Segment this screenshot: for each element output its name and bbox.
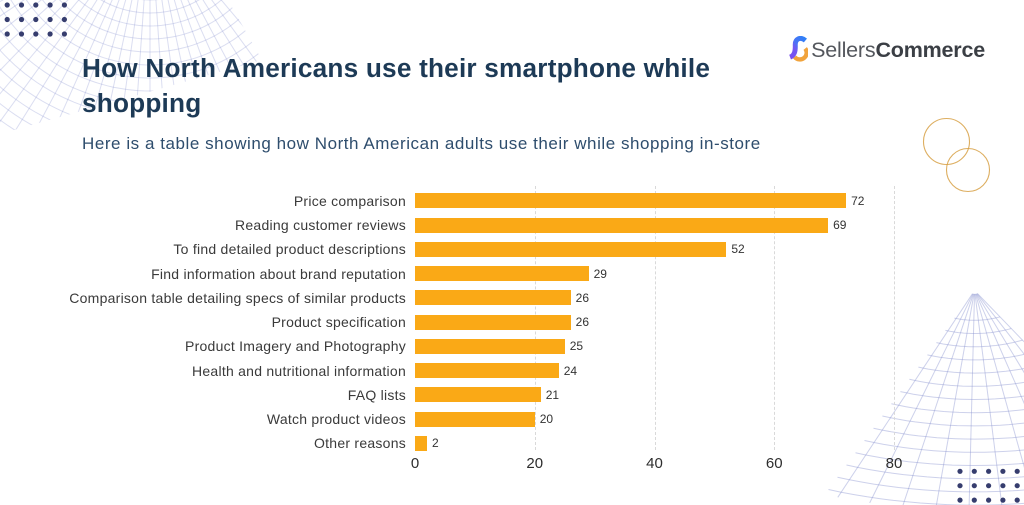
value-label: 20	[539, 412, 554, 427]
bar	[415, 411, 535, 427]
bar	[415, 435, 427, 451]
value-label: 21	[545, 387, 560, 402]
gridline	[894, 186, 895, 450]
bar-row: Watch product videos 20	[0, 407, 1000, 431]
value-label: 69	[833, 218, 847, 233]
gridline	[774, 186, 776, 450]
bar-row: Find information about brand reputation 2…	[0, 262, 1000, 286]
bar-row: Other reasons 2	[0, 431, 1000, 455]
bar	[415, 241, 727, 257]
value-label: 25	[569, 339, 584, 354]
bar	[415, 314, 571, 330]
category-label: Reading customer reviews	[235, 217, 406, 234]
x-tick-label: 40	[646, 455, 663, 472]
value-label: 24	[563, 363, 578, 378]
bar	[415, 363, 559, 379]
bar-row: Comparison table detailing specs of simi…	[0, 286, 1000, 310]
category-label: Price comparison	[293, 192, 406, 209]
page-title: How North Americans use their smartphone…	[82, 53, 711, 118]
value-label: 26	[575, 315, 590, 330]
category-label: Other reasons	[314, 435, 406, 452]
sellerscommerce-s-icon	[789, 36, 809, 62]
gridline	[654, 186, 656, 450]
bar-row: FAQ lists 21	[0, 383, 1000, 407]
logo-text: SellersCommerce	[811, 38, 985, 63]
bar-row: Health and nutritional information 24	[0, 359, 1000, 383]
bar	[415, 193, 847, 209]
logo-text-sellers: Sellers	[811, 37, 876, 62]
logo-text-commerce: Commerce	[875, 37, 985, 62]
category-label: Product specification	[271, 314, 406, 331]
bar-row: Product Imagery and Photography 25	[0, 334, 1000, 358]
value-label: 72	[851, 193, 865, 208]
category-label: Product Imagery and Photography	[185, 338, 406, 355]
page-subtitle: Here is a table showing how North Americ…	[82, 134, 761, 153]
x-tick-label: 0	[410, 455, 420, 472]
bar	[415, 217, 829, 233]
bar	[415, 266, 589, 282]
value-label: 26	[575, 290, 590, 305]
bar	[415, 290, 571, 306]
bar-rows: Price comparison 72 Reading customer revie…	[0, 189, 1000, 456]
bar	[415, 338, 565, 354]
value-label: 2	[431, 436, 439, 451]
category-label: To find detailed product descriptions	[173, 241, 406, 258]
x-tick-label: 80	[885, 455, 903, 472]
bar-row: Price comparison 72	[0, 189, 1000, 213]
category-label: Comparison table detailing specs of simi…	[69, 289, 406, 306]
category-label: Find information about brand reputation	[151, 265, 406, 282]
x-tick-label: 60	[765, 455, 783, 472]
bar-row: Reading customer reviews 69	[0, 213, 1000, 237]
x-tick-label: 20	[526, 455, 544, 472]
value-label: 29	[593, 266, 607, 281]
category-label: Health and nutritional information	[192, 362, 406, 379]
category-label: Watch product videos	[266, 411, 406, 428]
bar-row: Product specification 26	[0, 310, 1000, 334]
bar-row: To find detailed product descriptions 52	[0, 237, 1000, 261]
bar	[415, 387, 541, 403]
sellerscommerce-logo: SellersCommerce	[789, 36, 985, 64]
category-label: FAQ lists	[347, 386, 406, 403]
value-label: 52	[731, 242, 745, 257]
